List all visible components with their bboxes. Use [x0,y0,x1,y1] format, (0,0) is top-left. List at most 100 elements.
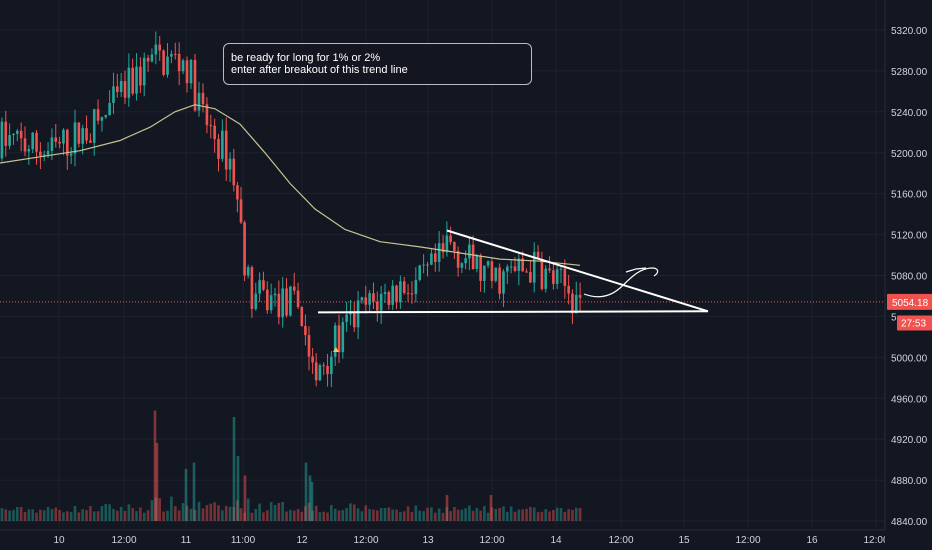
volume-bar [464,508,467,521]
candle-body [54,137,58,142]
moving-average-line [0,104,581,266]
volume-bar [341,510,345,521]
volume-bar [23,511,27,521]
candle-body [104,115,108,118]
candle-body [193,59,197,111]
volume-bar [19,507,23,521]
price-tick-label-partial: 5 [891,312,897,323]
price-tick-label: 5160.00 [891,190,928,201]
volume-spike [310,482,314,521]
volume-bar [567,509,570,521]
volume-spike [236,456,240,521]
candle-body [364,297,368,305]
candle-body [258,280,261,294]
volume-bar [4,509,8,521]
volume-bar [139,507,142,521]
volume-bar [46,507,50,521]
candle-body [173,53,177,55]
candle-body [119,81,123,92]
time-axis[interactable]: 10 12:00 11 11:00 12 12:00 13 12:00 14 12:00 15 12:… [0,529,932,550]
countdown-label: 27:53 [901,319,926,330]
candle-body [273,293,277,296]
volume-bar [77,512,81,521]
volume-spike [445,495,449,521]
candle-body [131,67,134,94]
candle-body [399,281,402,303]
axis-corner [885,530,932,550]
volume-bar [337,510,341,521]
volume-spike [308,475,312,521]
candle-body [376,301,379,311]
volume-bar [571,509,574,521]
candle-body [559,268,563,270]
volume-bar [201,508,205,521]
volume-bar [89,505,92,521]
volume-bar [314,505,318,521]
volume-bar [502,506,505,521]
candle-body [269,295,273,311]
volume-bar [277,503,281,521]
trend-lines[interactable] [317,229,709,314]
volume-bar [376,510,379,521]
candle-body [262,280,265,290]
price-tick-label: 4960.00 [891,394,928,405]
volume-bar [50,509,54,521]
candle-body [209,125,213,127]
volume-bar [483,505,486,521]
projection-arrow-head [625,267,647,273]
volume-bar [563,511,567,521]
candle-body [464,258,467,264]
candle-body [39,151,42,156]
price-axis[interactable]: 4840.00 4880.00 4920.00 4960.00 5000.00 5080.… [884,0,932,550]
candle-body [441,243,445,253]
volume-bar [449,511,452,521]
projection-arrow[interactable] [583,267,659,298]
price-tick-label: 4920.00 [891,435,928,446]
price-tick-label: 5080.00 [891,272,928,283]
support-trendline[interactable] [317,310,709,314]
candle-body [116,86,119,92]
candle-body [236,185,239,200]
volume-spike [184,469,188,521]
candle-body [12,133,15,136]
volume-bar [368,508,371,521]
volume-bar [181,503,185,521]
time-tick-label: 12:00 [353,535,378,546]
volume-bar [300,511,304,521]
volume-bar [433,512,437,521]
volume-bar [0,508,4,521]
volume-bar [131,508,134,521]
volume-bar [333,508,337,521]
candle-body [453,242,456,251]
candle-body [426,264,429,266]
volume-bar [217,505,220,521]
candle-body [509,266,513,268]
volume-bar [529,506,532,521]
grid [0,0,885,530]
candle-body [548,268,551,271]
volume-spike [192,462,196,521]
candle-body [246,267,250,276]
candle-body [571,293,574,314]
price-axis-bg [885,0,932,550]
candle-body [296,290,300,307]
candle-body [205,104,209,126]
descending-trendline[interactable] [446,229,709,313]
candle-body [266,289,269,311]
candle-body [19,130,23,139]
annotation-box[interactable]: be ready for long for 1% or 2% enter aft… [223,43,532,85]
volume-bars [0,410,582,521]
volume-bar [360,511,364,521]
candle-body [23,138,27,152]
candle-body [529,271,532,283]
candle-body [410,293,414,295]
candle-body [544,268,548,289]
volume-bar [540,511,544,521]
candle-body [300,306,304,327]
time-tick-label: 10 [53,535,65,546]
candle-body [525,271,528,273]
candle-body [513,266,517,271]
time-tick-label: 12:00 [111,535,136,546]
volume-bar [322,511,326,521]
